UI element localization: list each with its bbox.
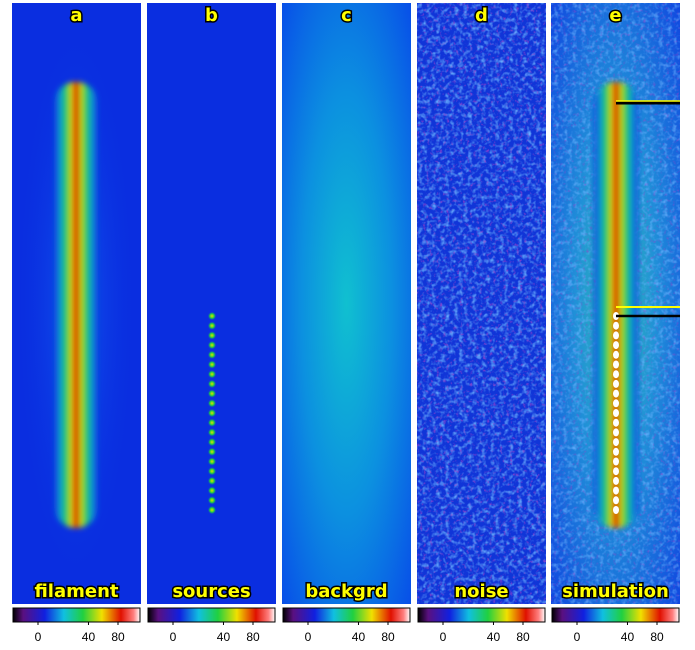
panel-label: backgrd [305,581,387,602]
source-dot [613,476,619,485]
colorbar [282,607,411,623]
panel-letter: b [205,5,218,26]
colorbar [417,607,546,623]
source-dot [207,495,217,505]
source-dot [613,360,619,369]
source-dot [613,399,619,408]
source-dot [207,457,217,466]
panel-letter: a [70,5,82,26]
panel-letter: d [475,5,488,26]
source-dot [207,427,217,437]
source-dot [207,340,217,350]
source-dot [613,321,619,330]
source-dot [613,467,619,476]
colorbar [147,607,276,623]
source-dot [613,409,619,417]
source-dot [207,311,217,321]
source-dot [207,447,217,457]
panel-a-image [12,3,141,604]
source-dot [207,398,217,408]
source-dot [207,330,217,340]
source-dot [207,476,217,486]
source-dot [207,408,217,418]
colorbar-tick-label: 0 [35,630,42,644]
colorbar-tick-label: 0 [170,630,177,644]
panel-letter: c [341,5,352,26]
source-dot [613,496,619,505]
panel-label: sources [172,581,250,602]
source-dot [207,505,217,515]
panel-label: noise [454,581,508,602]
source-dot [207,350,217,360]
colorbar [551,607,680,623]
colorbar-tick-label: 80 [246,630,260,644]
source-dot [613,389,619,398]
source-dot [613,331,619,340]
source-dot [207,437,217,447]
source-dot [613,370,619,379]
colorbar-tick-label: 40 [621,630,635,644]
source-dot [207,389,217,399]
colorbar-tick-label: 0 [574,630,581,644]
source-dot [207,466,217,476]
colorbar-tick-label: 80 [516,630,530,644]
colorbar-tick-label: 40 [82,630,96,644]
source-dot [207,369,217,379]
source-dot [613,447,619,456]
source-dot [207,360,217,369]
source-dot [207,486,217,496]
colorbar [12,607,141,623]
colorbar-tick-label: 40 [217,630,231,644]
colorbar-tick-label: 40 [487,630,501,644]
panel-letter: e [609,5,621,26]
colorbar-tick-label: 80 [111,630,125,644]
colorbar-tick-label: 0 [440,630,447,644]
source-dot [207,418,217,428]
colorbar-tick-label: 80 [381,630,395,644]
panel-b-image [147,3,276,604]
source-dot [613,350,619,359]
colorbar-tick-label: 40 [352,630,366,644]
colorbar-tick-label: 80 [650,630,664,644]
source-dot [613,486,619,495]
source-dot [613,341,619,350]
source-dot [613,506,619,514]
panel-d-image [417,3,546,604]
panel-e-image [551,3,680,604]
source-dot [613,418,619,427]
source-dot [613,428,619,437]
panel-label: simulation [562,581,669,602]
source-dot [613,438,619,447]
colorbar-tick-label: 0 [305,630,312,644]
panel-label: filament [34,581,118,602]
source-dot [207,321,217,331]
source-dot [207,379,217,389]
source-dot [613,457,619,466]
panel-c-image [282,3,411,604]
source-dot [613,379,619,388]
